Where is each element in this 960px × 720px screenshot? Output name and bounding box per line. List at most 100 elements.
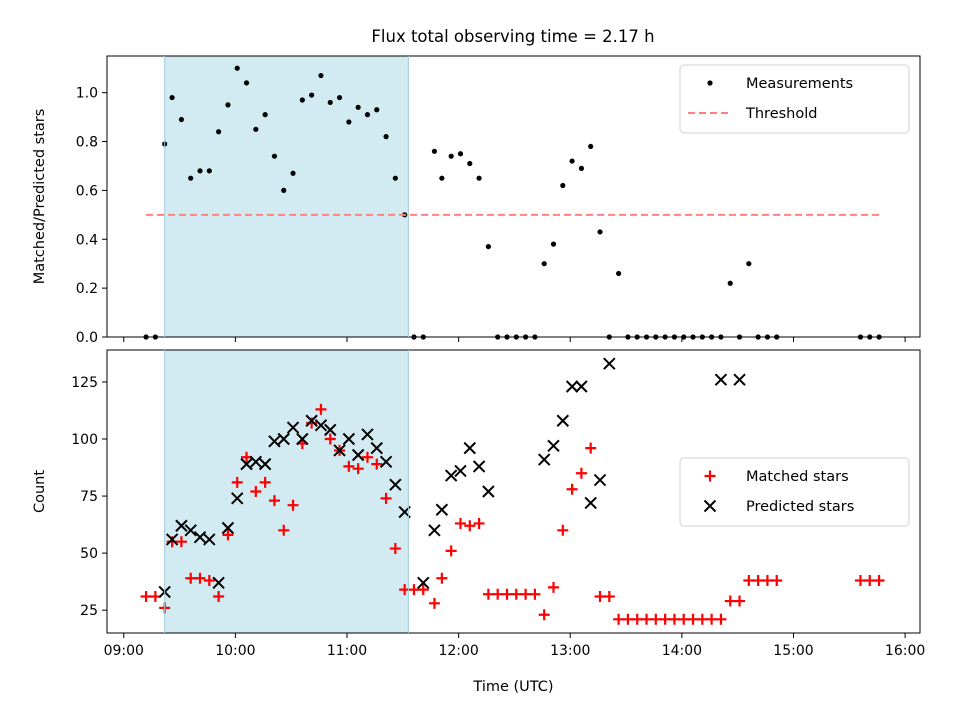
predicted-star-point	[714, 373, 728, 386]
matched-star-point	[408, 584, 420, 596]
matched-star-point	[454, 517, 466, 529]
measurement-point	[616, 270, 622, 277]
x-tick-label: 13:00	[550, 643, 590, 659]
matched-star-point	[734, 595, 746, 607]
matched-star-point	[566, 483, 578, 495]
measurement-point	[578, 165, 585, 171]
measurement-point	[206, 168, 212, 174]
predicted-star-point	[258, 457, 272, 471]
predicted-star-point	[342, 432, 356, 446]
matched-star-point	[324, 433, 336, 445]
measurement-point	[197, 168, 203, 174]
measurement-point	[439, 175, 445, 181]
measurement-point	[234, 65, 240, 71]
measurement-point	[746, 261, 752, 267]
predicted-star-point	[603, 357, 616, 370]
matched-star-point	[175, 536, 187, 548]
legend-label: Threshold	[745, 106, 817, 122]
observing-window-shade	[164, 56, 409, 337]
matched-star-point	[771, 575, 783, 587]
matched-star-point	[268, 495, 280, 507]
predicted-star-point	[165, 533, 179, 546]
measurement-point	[178, 116, 185, 123]
matched-star-point	[185, 572, 197, 584]
measurement-point	[281, 187, 287, 193]
matched-star-point	[371, 458, 383, 470]
matched-star-point	[668, 613, 680, 625]
matched-star-point	[761, 575, 773, 587]
ratio-y-axis-label: Matched/Predicted stars	[32, 109, 48, 285]
y-tick-label: 0.4	[76, 232, 98, 248]
y-tick-label: 75	[80, 489, 98, 505]
measurement-point	[727, 280, 733, 286]
count-y-ticks: 25 50 75 100 125	[71, 375, 107, 619]
predicted-star-point	[203, 533, 216, 546]
matched-star-point	[213, 590, 225, 602]
predicted-star-point	[268, 435, 281, 448]
matched-star-point	[510, 588, 522, 600]
ratio-panel: 0.0 0.2 0.4 0.6 0.8 1.0 Matched/Predicted sta…	[32, 55, 921, 346]
measurement-point	[253, 126, 259, 132]
predicted-star-point	[184, 524, 197, 537]
measurement-point	[541, 261, 547, 267]
predicted-star-point	[231, 492, 244, 505]
measurement-point	[569, 158, 575, 164]
time-x-axis-label: Time (UTC)	[472, 679, 553, 695]
measurement-point	[216, 129, 222, 135]
measurement-point	[457, 151, 464, 157]
predicted-star-point	[733, 373, 746, 386]
matched-star-point	[194, 572, 206, 584]
measurement-point	[550, 241, 557, 247]
matched-star-point	[547, 581, 559, 593]
predicted-star-point	[584, 496, 597, 510]
matched-star-point	[594, 590, 606, 602]
matched-star-point	[501, 588, 513, 600]
x-tick-label: 10:00	[215, 643, 255, 659]
matched-star-point	[287, 499, 299, 511]
measurement-point	[188, 175, 194, 181]
matched-star-point	[250, 486, 262, 497]
predicted-star-point	[454, 464, 467, 478]
x-tick-label: 12:00	[438, 643, 478, 659]
x-tick-label: 15:00	[773, 643, 813, 659]
predicted-star-point	[537, 453, 551, 466]
predicted-star-point	[296, 432, 309, 446]
predicted-star-point	[286, 421, 300, 434]
predicted-star-point	[389, 478, 402, 491]
measurement-point	[327, 99, 333, 106]
matched-star-point	[259, 476, 271, 488]
predicted-star-point	[482, 485, 495, 498]
matched-star-point	[473, 517, 485, 529]
measurement-point	[318, 72, 324, 79]
measurement-point	[169, 94, 175, 101]
matched-star-point	[631, 613, 643, 625]
y-tick-label: 25	[80, 603, 98, 619]
matched-star-point	[575, 467, 587, 479]
matched-star-point	[752, 575, 764, 587]
measurement-point	[262, 112, 268, 118]
measurement-point	[431, 148, 438, 154]
matched-star-point	[445, 545, 457, 557]
matched-star-point	[613, 613, 625, 625]
predicted-star-point	[221, 521, 235, 535]
predicted-star-point	[240, 457, 253, 471]
x-tick-label: 16:00	[885, 643, 925, 659]
count-x-ticks: 09:00 10:00 11:00 12:00 13:00 14:00 15:00 16:00	[104, 633, 925, 659]
predicted-star-point	[379, 455, 393, 469]
measurement-point	[476, 175, 482, 181]
legend-label: Matched stars	[746, 469, 849, 485]
matched-star-point	[585, 442, 597, 454]
x-tick-label: 09:00	[104, 643, 144, 659]
matched-star-point	[622, 613, 634, 625]
matched-star-point	[696, 613, 708, 625]
legend-matched-swatch	[704, 470, 716, 482]
predicted-star-point	[428, 524, 441, 537]
predicted-star-point	[361, 428, 374, 441]
matched-star-point	[520, 588, 532, 600]
matched-star-point	[222, 529, 234, 541]
measurement-point	[364, 112, 371, 118]
legend-measurement-swatch	[707, 80, 713, 86]
matched-star-point	[641, 613, 653, 625]
predicted-star-point	[556, 414, 570, 427]
matched-star-point	[706, 613, 718, 625]
